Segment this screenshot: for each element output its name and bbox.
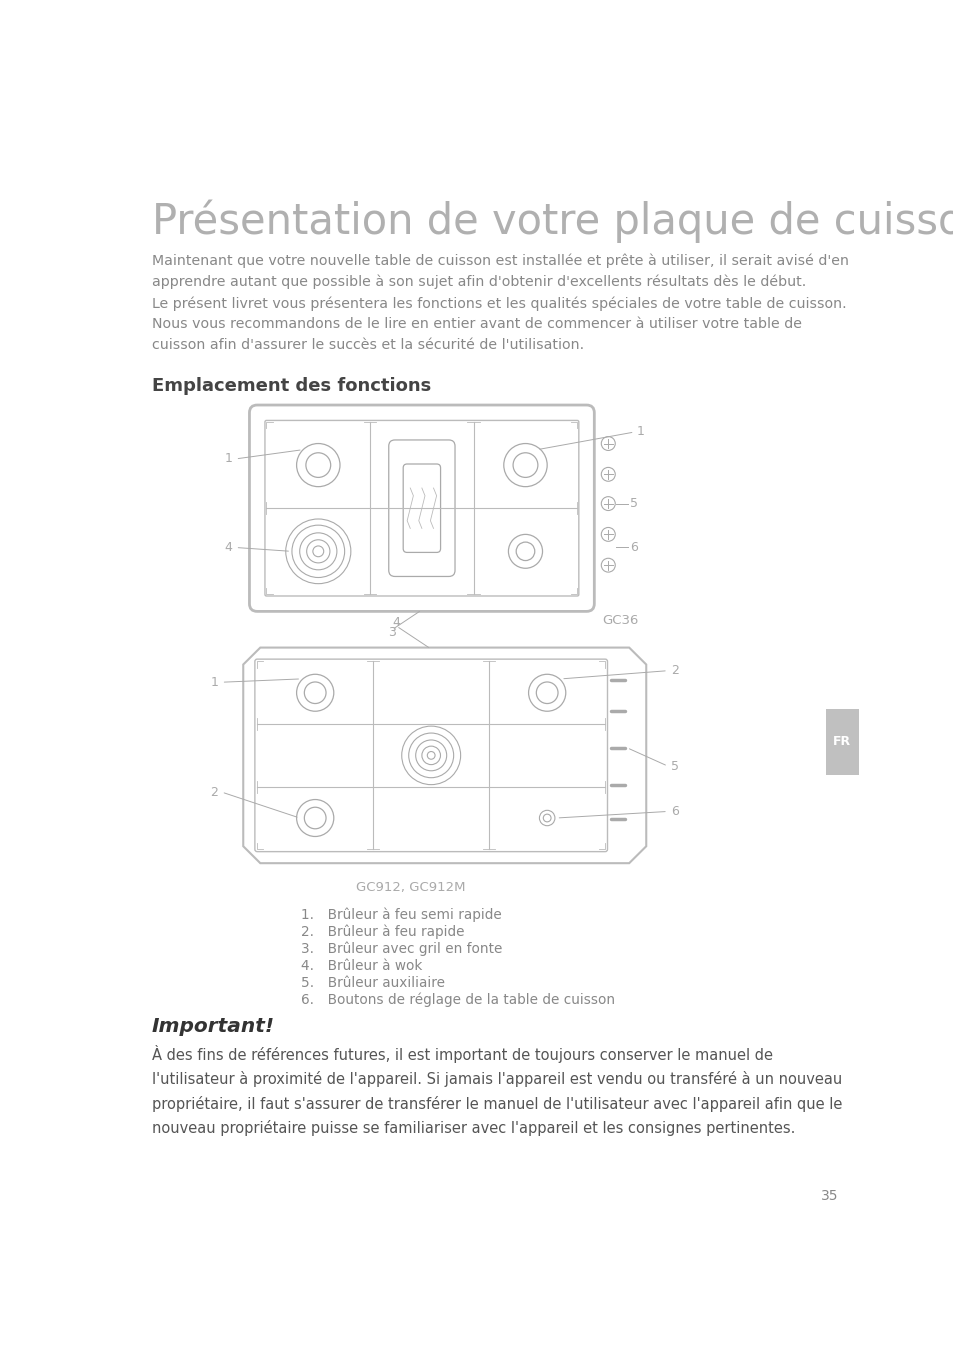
Text: 2: 2 <box>670 665 679 677</box>
Text: 1: 1 <box>637 425 644 439</box>
Text: À des fins de références futures, il est important de toujours conserver le manu: À des fins de références futures, il est… <box>152 1045 841 1136</box>
Text: 5. Brûleur auxiliaire: 5. Brûleur auxiliaire <box>301 976 445 990</box>
Text: 5: 5 <box>670 760 679 773</box>
FancyBboxPatch shape <box>388 440 455 577</box>
Polygon shape <box>243 647 645 864</box>
FancyBboxPatch shape <box>403 464 440 552</box>
Text: GC912, GC912M: GC912, GC912M <box>355 881 465 895</box>
Text: Emplacement des fonctions: Emplacement des fonctions <box>152 376 431 394</box>
Text: 4: 4 <box>392 616 400 630</box>
FancyBboxPatch shape <box>265 421 578 596</box>
Text: GC36: GC36 <box>601 615 638 627</box>
Text: 6: 6 <box>629 542 638 554</box>
Text: 2. Brûleur à feu rapide: 2. Brûleur à feu rapide <box>301 925 464 940</box>
Text: 6: 6 <box>670 804 679 818</box>
Text: 1. Brûleur à feu semi rapide: 1. Brûleur à feu semi rapide <box>301 907 501 922</box>
Text: FR: FR <box>832 735 850 749</box>
Text: 35: 35 <box>820 1189 838 1202</box>
Text: 3. Brûleur avec gril en fonte: 3. Brûleur avec gril en fonte <box>301 942 502 956</box>
Text: 2: 2 <box>211 785 218 799</box>
Text: 5: 5 <box>629 497 638 510</box>
Text: 1: 1 <box>211 676 218 689</box>
Text: 6. Boutons de réglage de la table de cuisson: 6. Boutons de réglage de la table de cui… <box>301 992 615 1007</box>
Text: 4: 4 <box>224 542 233 554</box>
Text: Important!: Important! <box>152 1017 274 1036</box>
Text: Présentation de votre plaque de cuisson: Présentation de votre plaque de cuisson <box>152 199 953 242</box>
FancyBboxPatch shape <box>249 405 594 612</box>
Bar <box>825 709 858 774</box>
Text: Maintenant que votre nouvelle table de cuisson est installée et prête à utiliser: Maintenant que votre nouvelle table de c… <box>152 253 848 352</box>
FancyBboxPatch shape <box>254 659 607 852</box>
Text: 4. Brûleur à wok: 4. Brûleur à wok <box>301 959 422 972</box>
Text: 3: 3 <box>388 627 395 639</box>
Text: 1: 1 <box>224 452 233 466</box>
